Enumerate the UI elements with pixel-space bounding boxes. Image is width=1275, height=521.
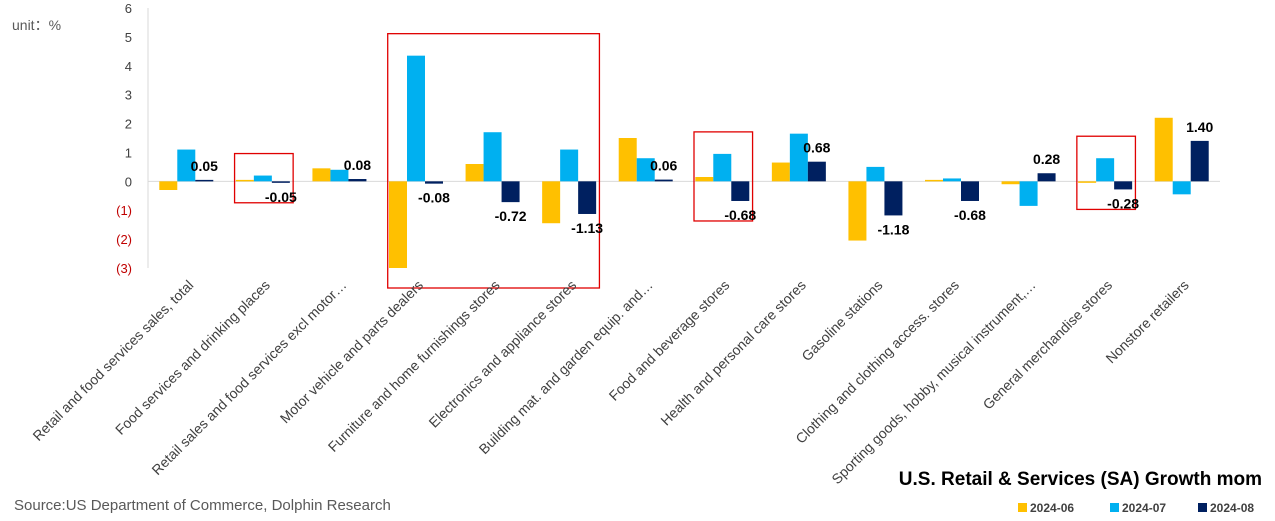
category-label: Electronics and appliance stores xyxy=(425,277,579,431)
category-label: Motor vehicle and parts dealers xyxy=(277,277,426,426)
data-label: -0.68 xyxy=(954,207,986,223)
bar-2024-07 xyxy=(483,132,502,182)
bar-2024-06 xyxy=(389,181,407,268)
bar-2024-07 xyxy=(636,158,655,182)
category-label: Building mat. and garden equip. and… xyxy=(476,277,656,457)
bar-2024-06 xyxy=(1001,181,1020,185)
y-tick-label: 5 xyxy=(125,30,132,45)
bar-2024-06 xyxy=(542,181,561,224)
category-label: Nonstore retailers xyxy=(1102,277,1191,366)
bar-2024-06 xyxy=(235,179,254,182)
y-tick-label: (2) xyxy=(116,232,132,247)
data-labels: 0.05 -0.05 0.08 -0.08 -0.72 -1.13 0.06 -0.68 0.6… xyxy=(191,119,1214,238)
bar-2024-08 xyxy=(271,181,290,183)
bar-2024-07 xyxy=(253,175,272,182)
bar-2024-08 xyxy=(961,181,979,201)
bar-2024-08 xyxy=(501,181,520,203)
bar-2024-06 xyxy=(618,138,637,182)
y-tick-label: 2 xyxy=(125,117,132,132)
source-note: Source:US Department of Commerce, Dolphi… xyxy=(14,497,391,514)
highlight-box xyxy=(1076,135,1137,211)
bar-2024-07 xyxy=(789,133,808,182)
bar-2024-08 xyxy=(807,161,826,182)
bar-2024-06 xyxy=(925,179,943,182)
bar-2024-08 xyxy=(654,179,673,182)
bar-2024-08 xyxy=(578,181,597,214)
data-label: -0.68 xyxy=(724,207,756,223)
bar-2024-07 xyxy=(177,149,196,182)
bar-2024-07 xyxy=(866,166,885,182)
bar-2024-07 xyxy=(1019,181,1038,206)
legend-label: 2024-08 xyxy=(1210,501,1254,515)
bar-2024-08 xyxy=(1114,181,1133,190)
bar-2024-08 xyxy=(1037,173,1056,182)
category-label: Furniture and home furnishings stores xyxy=(325,277,503,455)
bar-2024-08 xyxy=(195,179,214,182)
data-label: 0.68 xyxy=(803,140,830,156)
bar-2024-08 xyxy=(884,181,903,216)
category-labels: Retail and food services sales, totalFoo… xyxy=(29,277,1191,487)
highlight-box xyxy=(233,152,294,204)
bar-2024-07 xyxy=(713,153,732,182)
bar-2024-07 xyxy=(1096,158,1115,182)
unit-label: unit：% xyxy=(12,17,61,33)
highlight-box xyxy=(387,33,601,289)
category-label: General merchandise stores xyxy=(980,277,1116,413)
data-label: 0.08 xyxy=(344,157,371,173)
data-label: -0.05 xyxy=(265,189,297,205)
category-label: Health and personal care stores xyxy=(657,277,809,429)
bar-2024-07 xyxy=(943,178,961,182)
bar-2024-06 xyxy=(695,177,714,182)
category-label: Gasoline stations xyxy=(798,277,885,364)
data-label: -0.08 xyxy=(418,190,450,206)
data-label: -0.28 xyxy=(1107,195,1139,211)
bar-2024-06 xyxy=(1078,181,1097,183)
bar-2024-08 xyxy=(348,179,367,182)
highlight-boxes xyxy=(233,33,1137,289)
bar-series xyxy=(159,55,1209,268)
legend-label: 2024-06 xyxy=(1030,501,1074,515)
data-label: 0.05 xyxy=(191,158,218,174)
legend-swatch xyxy=(1018,503,1027,512)
chart-title: U.S. Retail & Services (SA) Growth mom xyxy=(899,469,1262,490)
bar-2024-06 xyxy=(312,168,331,182)
bar-2024-06 xyxy=(848,181,867,241)
legend: 2024-06 2024-07 2024-08 xyxy=(1018,501,1254,515)
category-label: Retail and food services sales, total xyxy=(29,277,196,444)
data-label: -1.13 xyxy=(571,220,603,236)
y-tick-label: 6 xyxy=(125,1,132,16)
highlight-box xyxy=(693,131,754,222)
y-tick-label: 1 xyxy=(125,145,132,160)
legend-swatch xyxy=(1198,503,1207,512)
bar-2024-07 xyxy=(330,169,349,182)
y-tick-label: 0 xyxy=(125,174,132,189)
bar-2024-07 xyxy=(407,55,425,182)
legend-label: 2024-07 xyxy=(1122,501,1166,515)
category-label: Clothing and clothing access. stores xyxy=(792,277,962,447)
data-label: 1.40 xyxy=(1186,119,1213,135)
y-tick-label: (1) xyxy=(116,203,132,218)
legend-swatch xyxy=(1110,503,1119,512)
y-tick-label: (3) xyxy=(116,261,132,276)
data-label: -1.18 xyxy=(877,221,909,237)
data-label: 0.06 xyxy=(650,158,677,174)
bar-2024-07 xyxy=(560,149,579,182)
bar-2024-06 xyxy=(771,162,790,182)
bar-2024-08 xyxy=(425,181,443,184)
data-label: -0.72 xyxy=(495,208,527,224)
y-axis: 6 5 4 3 2 1 0 (1) (2) (3) xyxy=(116,1,1220,276)
bar-2024-08 xyxy=(731,181,750,201)
y-tick-label: 3 xyxy=(125,88,132,103)
bar-2024-07 xyxy=(1172,181,1191,195)
y-tick-label: 4 xyxy=(125,59,132,74)
data-label: 0.28 xyxy=(1033,151,1060,167)
bar-2024-06 xyxy=(1154,117,1173,182)
bar-2024-06 xyxy=(159,181,178,190)
category-label: Food services and drinking places xyxy=(112,277,273,438)
bar-2024-08 xyxy=(1190,140,1209,182)
bar-2024-06 xyxy=(465,164,484,182)
